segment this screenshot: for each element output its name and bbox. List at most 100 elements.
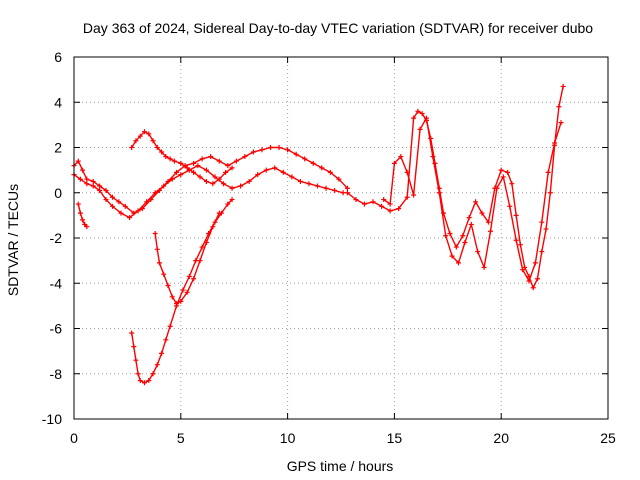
data-point — [77, 176, 83, 182]
data-point — [306, 181, 312, 187]
data-point — [186, 273, 192, 279]
data-point — [391, 160, 397, 166]
data-point — [404, 194, 410, 200]
series-line — [346, 85, 564, 289]
axis-ticks: 0 5 10 15 20 25 -10 -8 -6 -4 -2 0 2 4 6 — [42, 49, 616, 446]
data-point — [344, 190, 350, 196]
y-tick-label: -4 — [50, 275, 63, 291]
x-tick-label: 10 — [280, 430, 296, 446]
data-point — [84, 176, 90, 182]
data-point — [221, 181, 227, 187]
data-point — [419, 111, 425, 117]
data-point — [532, 260, 538, 266]
data-point — [203, 178, 209, 184]
data-point — [80, 217, 86, 223]
data-point — [415, 108, 421, 114]
series-track-e — [152, 210, 222, 307]
data-point — [517, 242, 523, 248]
data-point — [137, 133, 143, 139]
data-point — [171, 158, 177, 164]
data-point — [520, 267, 526, 273]
data-point — [109, 203, 115, 209]
data-point — [488, 228, 494, 234]
data-point — [199, 156, 205, 162]
data-point — [77, 210, 83, 216]
y-tick-label: -6 — [50, 321, 63, 337]
data-point — [481, 264, 487, 270]
data-point — [90, 178, 96, 184]
y-tick-label: 4 — [54, 94, 62, 110]
y-tick-label: -8 — [50, 366, 63, 382]
data-point — [509, 181, 515, 187]
data-point — [229, 197, 235, 203]
y-tick-label: -2 — [50, 230, 63, 246]
data-point — [127, 215, 133, 221]
y-tick-label: -10 — [42, 411, 62, 427]
data-point — [494, 185, 500, 191]
series-line — [73, 164, 344, 219]
data-point — [195, 163, 201, 169]
data-point — [133, 138, 139, 144]
data-point — [396, 206, 402, 212]
series-line — [77, 203, 88, 228]
data-point — [507, 203, 513, 209]
series-line — [130, 130, 233, 185]
data-series — [71, 83, 566, 386]
data-point — [443, 233, 449, 239]
data-point — [178, 298, 184, 304]
data-point — [141, 380, 147, 386]
data-point — [159, 350, 165, 356]
data-point — [80, 167, 86, 173]
data-point — [263, 167, 269, 173]
data-point — [280, 169, 286, 175]
data-point — [340, 190, 346, 196]
x-tick-label: 0 — [70, 430, 78, 446]
data-point — [310, 160, 316, 166]
data-point — [453, 244, 459, 250]
data-point — [229, 185, 235, 191]
data-point — [225, 163, 231, 169]
data-point — [323, 185, 329, 191]
data-point — [163, 154, 169, 160]
data-point — [297, 178, 303, 184]
data-point — [212, 174, 218, 180]
data-point — [103, 197, 109, 203]
data-point — [90, 183, 96, 189]
data-point — [302, 156, 308, 162]
data-point — [191, 160, 197, 166]
data-point — [293, 151, 299, 157]
data-point — [156, 260, 162, 266]
data-point — [161, 271, 167, 277]
chart-title: Day 363 of 2024, Sidereal Day-to-day VTE… — [83, 20, 593, 36]
data-point — [216, 176, 222, 182]
data-point — [225, 201, 231, 207]
data-point — [210, 181, 216, 187]
data-point — [154, 145, 160, 150]
data-point — [169, 294, 175, 300]
data-point — [75, 201, 81, 207]
data-point — [84, 181, 90, 187]
data-point — [131, 344, 137, 350]
data-point — [387, 208, 393, 214]
data-point — [216, 210, 222, 216]
data-point — [255, 172, 261, 178]
data-point — [109, 194, 115, 200]
data-point — [556, 104, 562, 110]
data-point — [462, 240, 468, 246]
data-point — [133, 357, 139, 363]
data-point — [203, 240, 209, 246]
y-tick-label: 6 — [54, 49, 62, 65]
data-point — [460, 233, 466, 239]
data-point — [233, 158, 239, 164]
data-point — [455, 260, 461, 266]
series-track-d — [129, 197, 235, 386]
data-point — [500, 174, 506, 180]
data-point — [526, 278, 532, 284]
x-tick-label: 5 — [177, 430, 185, 446]
data-point — [165, 283, 171, 289]
data-point — [184, 165, 190, 171]
series-track-h — [381, 115, 564, 284]
data-point — [259, 147, 265, 153]
data-point — [150, 138, 156, 144]
